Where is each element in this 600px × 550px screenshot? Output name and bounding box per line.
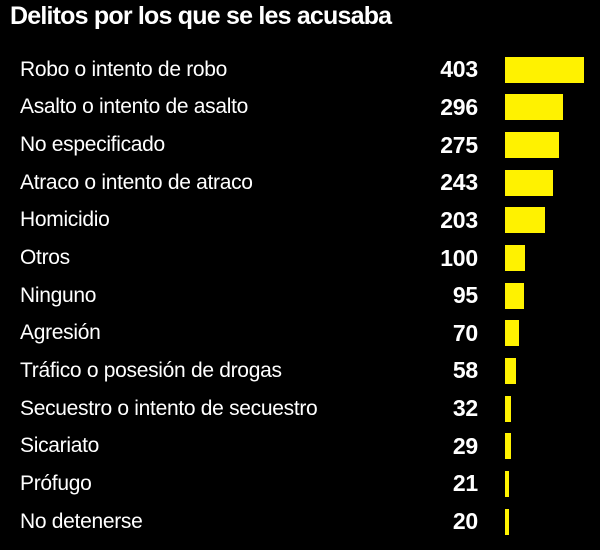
category-label: Secuestro o intento de secuestro xyxy=(20,396,318,420)
bar xyxy=(505,357,517,384)
value-label: 70 xyxy=(452,319,478,346)
category-label: No detenerse xyxy=(20,509,143,533)
chart-row: Homicidio 203 xyxy=(0,202,600,240)
bar xyxy=(505,470,510,497)
bar xyxy=(505,433,511,460)
bar xyxy=(505,282,524,309)
chart-row: No detenerse 20 xyxy=(0,503,600,541)
chart-row: Sicariato 29 xyxy=(0,427,600,465)
bar xyxy=(505,207,545,234)
value-label: 203 xyxy=(440,206,478,233)
bar-track xyxy=(505,94,600,121)
value-label: 275 xyxy=(440,131,478,158)
bar xyxy=(505,245,525,272)
chart-row: Secuestro o intento de secuestro 32 xyxy=(0,390,600,428)
chart-title: Delitos por los que se les acusaba xyxy=(10,2,392,30)
category-label: Robo o intento de robo xyxy=(20,57,228,81)
chart-row: Agresión 70 xyxy=(0,314,600,352)
chart-row: Robo o intento de robo 403 xyxy=(0,51,600,89)
chart-row: Tráfico o posesión de drogas 58 xyxy=(0,352,600,390)
bar-track xyxy=(505,470,600,497)
bar-track xyxy=(505,395,600,422)
category-label: Otros xyxy=(20,246,70,270)
value-label: 100 xyxy=(440,244,478,271)
chart-row: Ninguno 95 xyxy=(0,277,600,315)
bar xyxy=(505,94,563,121)
category-label: Agresión xyxy=(20,321,101,345)
category-label: Atraco o intento de atraco xyxy=(20,170,253,194)
value-label: 20 xyxy=(452,508,478,534)
bar-track xyxy=(505,169,600,196)
value-label: 58 xyxy=(452,357,478,384)
category-label: Sicariato xyxy=(20,434,100,458)
bar-track xyxy=(505,508,600,535)
bar-track xyxy=(505,320,600,347)
category-label: Prófugo xyxy=(20,471,92,495)
category-label: Tráfico o posesión de drogas xyxy=(20,358,282,382)
bar-track xyxy=(505,282,600,309)
bar xyxy=(505,508,509,535)
bar-track xyxy=(505,433,600,460)
value-label: 21 xyxy=(452,470,478,497)
value-label: 243 xyxy=(440,169,478,196)
chart-row: Atraco o intento de atraco 243 xyxy=(0,164,600,202)
bar-track xyxy=(505,207,600,234)
chart-row: Otros 100 xyxy=(0,239,600,277)
bar xyxy=(505,395,512,422)
category-label: Asalto o intento de asalto xyxy=(20,95,249,119)
value-label: 29 xyxy=(452,432,478,459)
bar xyxy=(505,132,559,159)
category-label: Ninguno xyxy=(20,283,97,307)
bar-track xyxy=(505,56,600,83)
bar xyxy=(505,56,584,83)
bar xyxy=(505,169,553,196)
bar-track xyxy=(505,357,600,384)
bar-track xyxy=(505,132,600,159)
value-label: 403 xyxy=(440,56,478,83)
chart-row: Prófugo 21 xyxy=(0,465,600,503)
bar-track xyxy=(505,245,600,272)
value-label: 32 xyxy=(452,395,478,422)
category-label: No especificado xyxy=(20,133,165,157)
chart-row: No especificado 275 xyxy=(0,126,600,164)
value-label: 95 xyxy=(452,282,478,309)
chart-rows: Robo o intento de robo 403 Asalto o intent… xyxy=(0,51,600,540)
chart-row: Asalto o intento de asalto 296 xyxy=(0,89,600,127)
value-label: 296 xyxy=(440,93,478,120)
category-label: Homicidio xyxy=(20,208,110,232)
bar xyxy=(505,320,519,347)
